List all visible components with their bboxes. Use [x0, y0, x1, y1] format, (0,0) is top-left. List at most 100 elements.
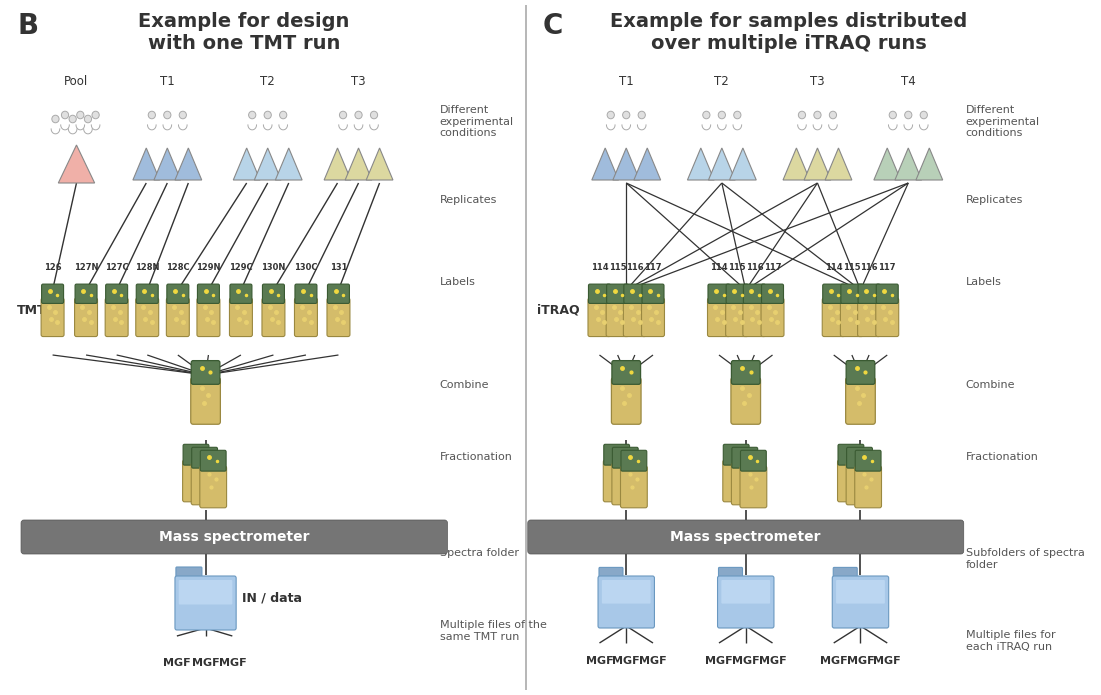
Circle shape [164, 111, 171, 119]
FancyBboxPatch shape [875, 298, 898, 336]
Text: MGF: MGF [759, 656, 786, 666]
FancyBboxPatch shape [603, 460, 630, 502]
Text: Multiple files for
each iTRAQ run: Multiple files for each iTRAQ run [966, 630, 1055, 652]
Text: MGF: MGF [705, 656, 733, 666]
Text: Combine: Combine [439, 380, 489, 390]
Text: 115: 115 [843, 263, 861, 272]
FancyBboxPatch shape [726, 298, 749, 336]
FancyBboxPatch shape [135, 298, 159, 336]
Polygon shape [895, 148, 922, 180]
Circle shape [639, 111, 645, 119]
FancyBboxPatch shape [21, 520, 447, 554]
FancyBboxPatch shape [840, 298, 863, 336]
Text: MGF: MGF [820, 656, 848, 666]
Polygon shape [804, 148, 831, 180]
FancyBboxPatch shape [855, 450, 881, 471]
FancyBboxPatch shape [612, 361, 641, 384]
Text: 115: 115 [729, 263, 746, 272]
FancyBboxPatch shape [183, 460, 209, 502]
FancyBboxPatch shape [190, 377, 220, 424]
FancyBboxPatch shape [822, 298, 846, 336]
Text: T2: T2 [260, 75, 275, 88]
FancyBboxPatch shape [838, 460, 864, 502]
FancyBboxPatch shape [841, 284, 863, 304]
FancyBboxPatch shape [731, 377, 761, 424]
Text: Spectra folder: Spectra folder [439, 548, 519, 558]
FancyBboxPatch shape [599, 567, 623, 581]
FancyBboxPatch shape [611, 377, 641, 424]
FancyBboxPatch shape [721, 580, 770, 603]
Text: Example for design
with one TMT run: Example for design with one TMT run [138, 12, 349, 53]
FancyBboxPatch shape [166, 298, 189, 336]
FancyBboxPatch shape [708, 284, 730, 304]
Circle shape [92, 111, 99, 119]
FancyBboxPatch shape [42, 284, 64, 304]
Polygon shape [133, 148, 160, 180]
Text: MGF: MGF [732, 656, 760, 666]
Circle shape [905, 111, 912, 119]
FancyBboxPatch shape [858, 298, 881, 336]
Text: Labels: Labels [439, 277, 476, 287]
Text: 128C: 128C [166, 263, 189, 272]
Text: 127N: 127N [74, 263, 98, 272]
Text: 129C: 129C [229, 263, 253, 272]
Polygon shape [175, 148, 201, 180]
FancyBboxPatch shape [607, 298, 629, 336]
Text: Pool: Pool [64, 75, 88, 88]
Circle shape [355, 111, 362, 119]
Polygon shape [154, 148, 181, 180]
FancyBboxPatch shape [741, 450, 766, 471]
FancyBboxPatch shape [588, 284, 610, 304]
Text: 117: 117 [879, 263, 896, 272]
FancyBboxPatch shape [603, 444, 630, 465]
FancyBboxPatch shape [723, 444, 749, 465]
Text: Different
experimental
conditions: Different experimental conditions [439, 105, 514, 138]
FancyBboxPatch shape [192, 463, 218, 505]
FancyBboxPatch shape [731, 463, 759, 505]
FancyBboxPatch shape [847, 463, 873, 505]
FancyBboxPatch shape [197, 298, 220, 336]
Circle shape [370, 111, 378, 119]
FancyBboxPatch shape [612, 463, 639, 505]
FancyBboxPatch shape [847, 448, 872, 468]
FancyBboxPatch shape [722, 460, 750, 502]
FancyBboxPatch shape [607, 284, 629, 304]
Circle shape [77, 111, 84, 119]
Polygon shape [825, 148, 852, 180]
Text: 116: 116 [626, 263, 644, 272]
Text: T4: T4 [901, 75, 916, 88]
FancyBboxPatch shape [175, 576, 236, 630]
Text: iTRAQ: iTRAQ [537, 304, 580, 316]
FancyBboxPatch shape [838, 444, 864, 465]
FancyBboxPatch shape [740, 466, 766, 508]
Circle shape [69, 115, 76, 123]
Circle shape [62, 111, 68, 119]
Text: 131: 131 [329, 263, 347, 272]
Text: MGF: MGF [218, 658, 247, 668]
FancyBboxPatch shape [295, 284, 317, 304]
Polygon shape [687, 148, 715, 180]
Circle shape [798, 111, 806, 119]
Circle shape [890, 111, 896, 119]
Text: 115: 115 [609, 263, 626, 272]
FancyBboxPatch shape [732, 448, 757, 468]
FancyBboxPatch shape [137, 284, 159, 304]
Polygon shape [58, 145, 95, 183]
Text: MGF: MGF [873, 656, 901, 666]
FancyBboxPatch shape [192, 448, 218, 468]
Text: 116: 116 [745, 263, 763, 272]
FancyBboxPatch shape [327, 284, 349, 304]
FancyBboxPatch shape [176, 567, 201, 581]
Circle shape [339, 111, 347, 119]
Polygon shape [613, 148, 640, 180]
Polygon shape [730, 148, 756, 180]
Polygon shape [345, 148, 372, 180]
Text: Labels: Labels [966, 277, 1002, 287]
Text: T3: T3 [351, 75, 366, 88]
Circle shape [607, 111, 614, 119]
Circle shape [718, 111, 726, 119]
FancyBboxPatch shape [262, 284, 284, 304]
FancyBboxPatch shape [621, 466, 647, 508]
FancyBboxPatch shape [75, 284, 97, 304]
Text: Fractionation: Fractionation [439, 452, 513, 462]
